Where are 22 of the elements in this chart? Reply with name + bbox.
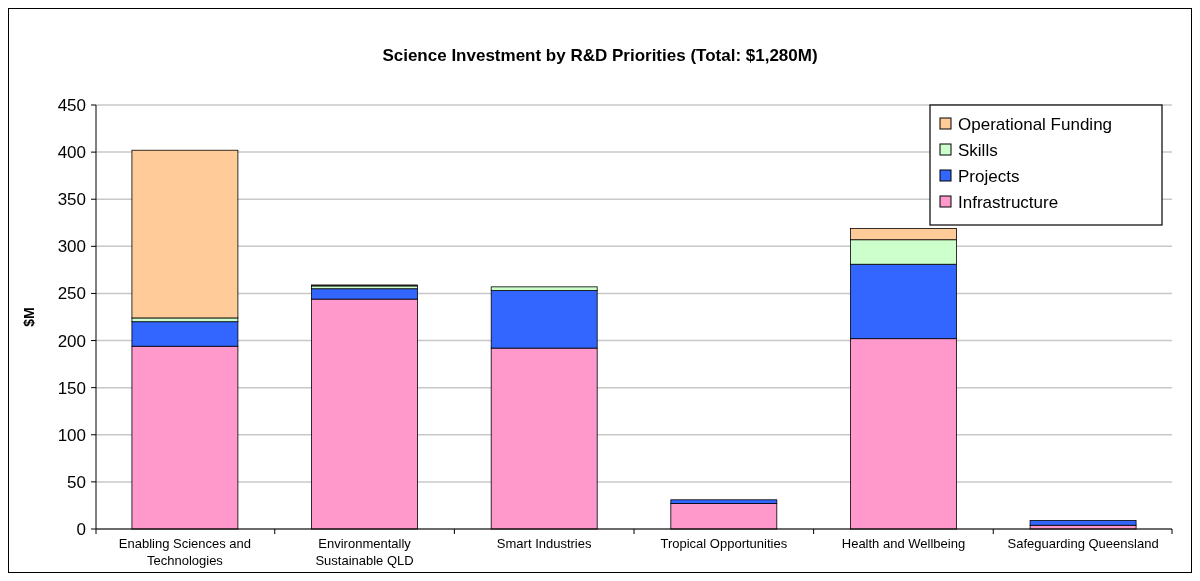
chart-title: Science Investment by R&D Priorities (Total: $1,280M) bbox=[382, 46, 818, 65]
legend-label: Operational Funding bbox=[958, 114, 1113, 134]
legend-label: Infrastructure bbox=[958, 192, 1059, 212]
x-tick-label: Smart Industries bbox=[496, 536, 592, 551]
y-tick-label: 200 bbox=[57, 331, 86, 351]
y-tick-label: 100 bbox=[57, 425, 86, 445]
y-tick-label: 300 bbox=[57, 237, 86, 257]
x-tick-label: Safeguarding Queensland bbox=[1007, 536, 1159, 551]
x-tick-label: Tropical Opportunities bbox=[660, 536, 788, 551]
legend-label: Skills bbox=[958, 140, 998, 160]
y-tick-label: 150 bbox=[57, 378, 86, 398]
legend-label: Projects bbox=[958, 166, 1020, 186]
y-tick-label: 250 bbox=[57, 284, 86, 304]
x-tick-label: Environmentally Sustainable QLD bbox=[315, 536, 414, 568]
y-tick-label: 450 bbox=[57, 95, 86, 115]
x-tick-label: Enabling Sciences and Technologies bbox=[118, 536, 252, 568]
y-tick-label: 50 bbox=[67, 472, 86, 492]
y-tick-label: 400 bbox=[57, 143, 86, 163]
y-tick-label: 350 bbox=[57, 190, 86, 210]
x-tick-label: Health and Wellbeing bbox=[841, 536, 966, 551]
y-axis-title: $M bbox=[21, 307, 37, 327]
y-tick-label: 0 bbox=[76, 519, 86, 539]
